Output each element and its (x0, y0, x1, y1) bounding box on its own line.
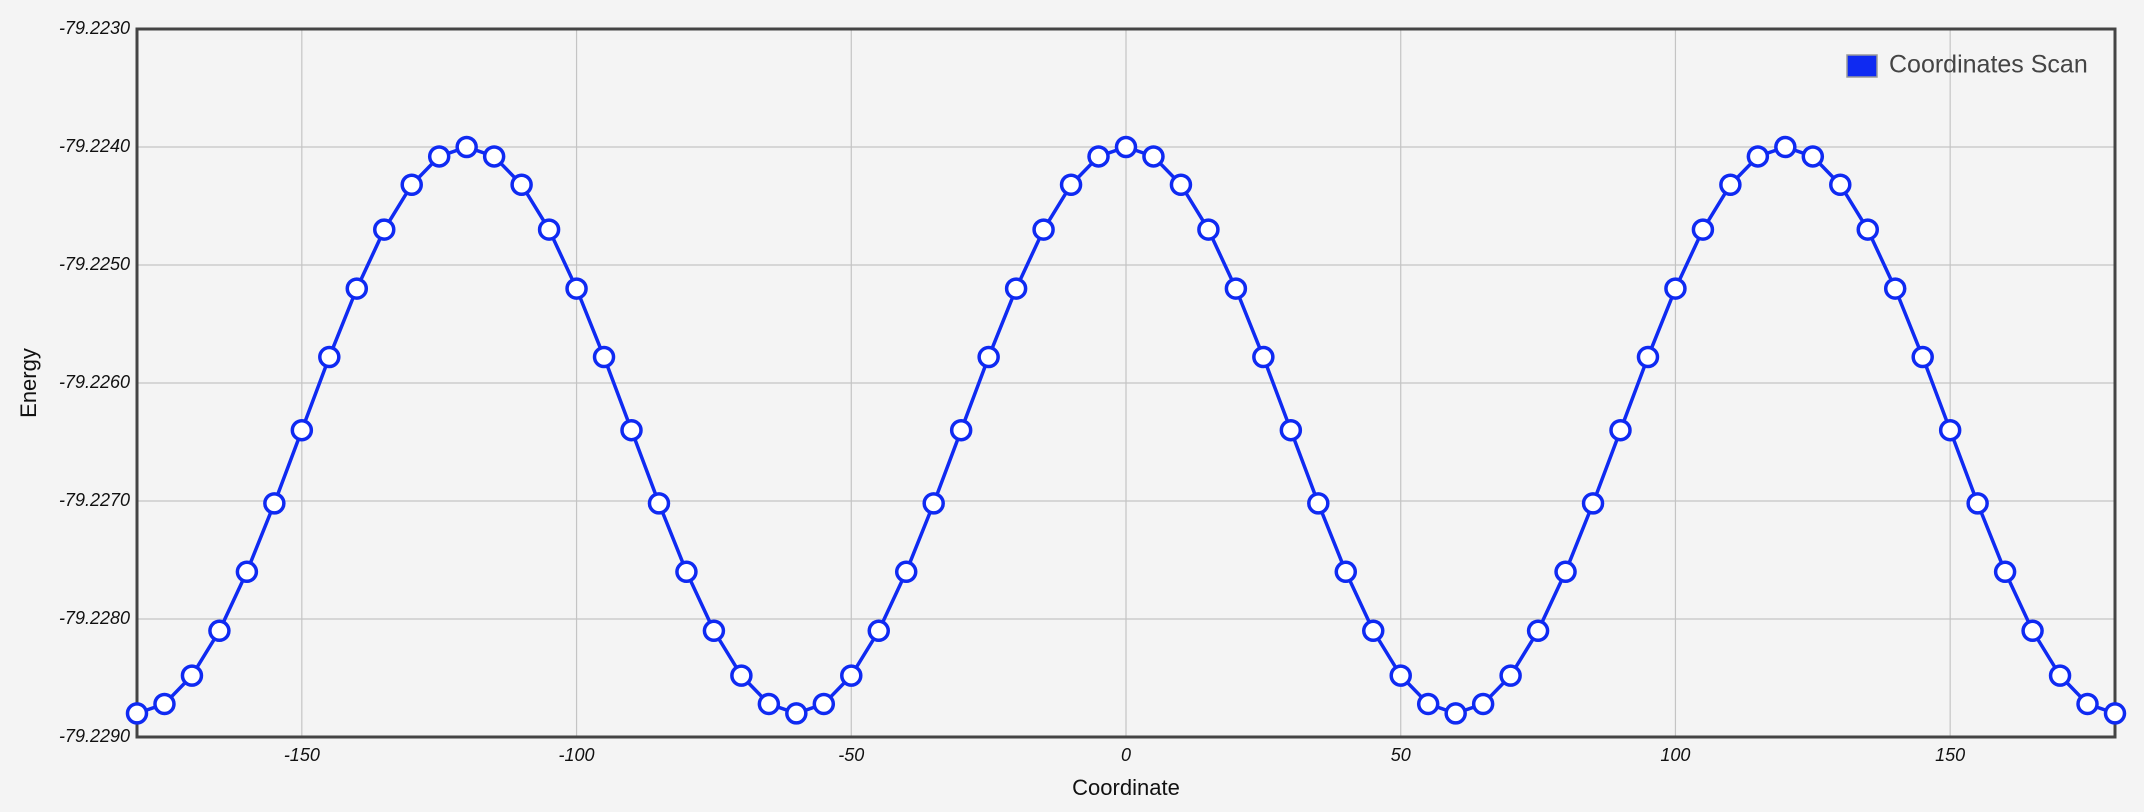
x-tick-label: -50 (838, 745, 864, 765)
marker (1032, 218, 1055, 241)
marker (455, 135, 478, 159)
marker (1389, 664, 1412, 687)
marker (812, 692, 836, 716)
marker (318, 345, 341, 369)
marker (400, 173, 423, 197)
y-tick-label: -79.2260 (59, 372, 130, 392)
marker (1169, 173, 1193, 197)
marker (510, 173, 533, 197)
x-tick-label: 100 (1660, 745, 1690, 765)
marker (1993, 560, 2017, 584)
marker (1609, 418, 1632, 442)
marker (1691, 218, 1715, 241)
marker (1004, 277, 1028, 300)
marker (427, 145, 451, 168)
y-tick-label: -79.2280 (59, 608, 130, 628)
marker (757, 692, 781, 716)
marker (867, 619, 890, 643)
marker (1087, 145, 1110, 168)
x-tick-label: 150 (1935, 745, 1965, 765)
marker (1252, 345, 1275, 369)
marker (1664, 277, 1687, 300)
marker (373, 218, 396, 241)
marker (977, 345, 1000, 369)
marker (922, 492, 945, 515)
marker (235, 560, 259, 584)
marker (537, 218, 561, 241)
marker (1581, 492, 1605, 515)
marker (153, 692, 176, 716)
marker (1801, 145, 1825, 168)
marker (565, 277, 588, 300)
marker (1307, 492, 1330, 515)
marker (125, 702, 149, 725)
x-tick-label: -100 (559, 745, 595, 765)
y-tick-label: -79.2270 (59, 490, 130, 510)
marker (1966, 492, 1989, 515)
marker (208, 619, 231, 643)
y-tick-label: -79.2230 (59, 18, 130, 38)
marker (894, 560, 918, 584)
marker (785, 702, 808, 725)
marker (2103, 702, 2127, 725)
y-tick-label: -79.2250 (59, 254, 130, 274)
marker (702, 619, 726, 643)
marker (620, 418, 643, 442)
marker (647, 492, 671, 515)
marker (2076, 692, 2099, 716)
marker (1362, 619, 1385, 643)
marker (1636, 345, 1660, 369)
marker (2021, 619, 2044, 643)
marker (1856, 218, 1879, 241)
marker (840, 664, 863, 687)
marker (1938, 418, 1962, 442)
y-tick-label: -79.2240 (59, 136, 130, 156)
plot-border (135, 27, 2117, 739)
marker (1499, 664, 1522, 687)
marker (675, 560, 698, 584)
marker (263, 492, 286, 515)
marker (1142, 145, 1165, 168)
marker (1883, 277, 1907, 300)
marker (1279, 418, 1303, 442)
marker (730, 664, 753, 687)
marker (1746, 145, 1770, 168)
marker (949, 418, 973, 442)
marker (345, 277, 369, 300)
marker (1444, 702, 1467, 725)
x-tick-label: 0 (1121, 745, 1131, 765)
x-axis-title: Coordinate (1072, 775, 1180, 800)
marker (482, 145, 506, 168)
x-tick-label: 50 (1391, 745, 1411, 765)
marker (1526, 619, 1550, 643)
x-tick-label: -150 (284, 745, 320, 765)
marker (290, 418, 314, 442)
marker (1114, 135, 1138, 159)
marker (1554, 560, 1577, 584)
y-tick-label: -79.2290 (59, 726, 130, 746)
legend-label: Coordinates Scan (1889, 51, 2088, 79)
legend-swatch (1846, 54, 1878, 78)
marker (1774, 135, 1797, 159)
marker (1059, 173, 1083, 197)
marker (1197, 218, 1220, 241)
marker (1471, 692, 1495, 716)
marker (592, 345, 616, 369)
marker (1911, 345, 1934, 369)
marker (1719, 173, 1742, 197)
y-axis-title: Energy (16, 348, 41, 418)
marker (180, 664, 204, 687)
marker (1829, 173, 1852, 197)
marker (1334, 560, 1358, 584)
marker (2048, 664, 2072, 687)
marker (1224, 277, 1248, 300)
marker (1416, 692, 1440, 716)
